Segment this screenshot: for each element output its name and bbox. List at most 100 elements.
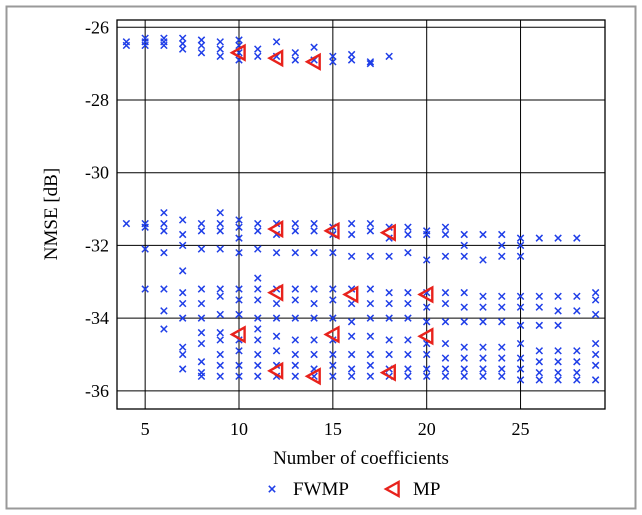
fwmp-point — [554, 234, 562, 242]
legend: FWMP MP — [268, 479, 440, 500]
fwmp-point — [178, 241, 187, 250]
fwmp-point — [141, 285, 149, 293]
fwmp-point — [160, 208, 168, 217]
fwmp-point — [385, 350, 393, 359]
fwmp-point — [197, 328, 206, 337]
fwmp-point — [422, 365, 431, 373]
fwmp-point — [573, 368, 581, 377]
fwmp-point — [441, 372, 450, 381]
fwmp-point — [291, 285, 300, 293]
fwmp-point — [254, 361, 262, 370]
fwmp-point — [347, 299, 356, 308]
fwmp-point — [141, 41, 149, 50]
fwmp-point — [347, 56, 356, 64]
fwmp-point — [197, 299, 206, 308]
fwmp-point — [197, 48, 206, 57]
plot-area-border — [116, 19, 606, 410]
fwmp-point — [178, 365, 187, 373]
fwmp-point — [498, 252, 506, 261]
fwmp-point — [366, 372, 375, 381]
fwmp-point — [422, 350, 431, 359]
fwmp-point — [347, 50, 356, 59]
fwmp-point — [178, 299, 187, 308]
fwmp-point — [291, 372, 300, 381]
fwmp-point — [347, 350, 356, 359]
fwmp-point — [197, 36, 206, 44]
legend-mp-triangle — [383, 479, 400, 499]
fwmp-point — [441, 299, 450, 308]
fwmp-point — [216, 45, 224, 53]
fwmp-point — [291, 227, 300, 235]
fwmp-point — [235, 347, 243, 355]
fwmp-point — [591, 339, 600, 348]
fwmp-point — [404, 314, 412, 322]
fwmp-point — [160, 219, 168, 228]
mp-series — [229, 43, 434, 386]
fwmp-point — [160, 248, 168, 257]
fwmp-point — [160, 307, 168, 315]
fwmp-point — [254, 274, 262, 282]
fwmp-point — [141, 223, 149, 231]
mp-point — [304, 367, 321, 386]
y-tick-label: -34 — [85, 308, 109, 328]
fwmp-point — [347, 372, 356, 381]
fwmp-point — [272, 332, 281, 341]
fwmp-point — [329, 58, 337, 66]
fwmp-point — [235, 36, 243, 44]
fwmp-point — [516, 292, 525, 301]
fwmp-point — [141, 245, 149, 253]
fwmp-point — [591, 310, 600, 319]
fwmp-point — [178, 45, 187, 53]
fwmp-point — [479, 318, 487, 326]
mp-point — [379, 363, 396, 382]
fwmp-point — [122, 219, 131, 228]
fwmp-point — [554, 368, 562, 377]
fwmp-point — [404, 350, 412, 359]
mp-point — [304, 52, 321, 71]
fwmp-point — [310, 299, 318, 308]
fwmp-point — [516, 252, 525, 261]
fwmp-point — [329, 296, 337, 304]
fwmp-point — [216, 350, 224, 359]
x-tick-label: 10 — [230, 419, 248, 439]
fwmp-point — [498, 230, 506, 239]
mp-point — [323, 325, 340, 344]
fwmp-point — [404, 230, 412, 239]
fwmp-point — [441, 223, 450, 231]
fwmp-point — [366, 227, 375, 235]
fwmp-point — [272, 314, 281, 322]
fwmp-point — [329, 361, 337, 370]
fwmp-point — [516, 365, 525, 373]
mp-point — [323, 221, 340, 240]
fwmp-point — [329, 314, 337, 322]
fwmp-point — [310, 219, 318, 228]
fwmp-point — [254, 372, 262, 381]
fwmp-point — [366, 285, 375, 293]
fwmp-point — [498, 343, 506, 351]
fwmp-point — [178, 314, 187, 322]
fwmp-point — [235, 361, 243, 370]
fwmp-point — [460, 318, 468, 326]
x-tick-label: 20 — [418, 419, 436, 439]
fwmp-point — [291, 219, 300, 228]
fwmp-point — [197, 314, 206, 322]
fwmp-point — [216, 245, 224, 253]
fwmp-point — [404, 248, 412, 257]
fwmp-point — [291, 350, 300, 359]
fwmp-point — [422, 230, 431, 239]
fwmp-point — [385, 252, 393, 261]
fwmp-point — [404, 336, 412, 344]
fwmp-point — [254, 285, 262, 293]
fwmp-point — [254, 227, 262, 235]
fwmp-point — [216, 372, 224, 381]
fwmp-point — [254, 219, 262, 228]
fwmp-point — [197, 285, 206, 293]
fwmp-point — [310, 43, 318, 51]
fwmp-point — [479, 230, 487, 239]
fwmp-point — [498, 354, 506, 362]
fwmp-point — [366, 332, 375, 341]
fwmp-point — [235, 216, 243, 224]
fwmp-point — [385, 288, 393, 297]
fwmp-point — [498, 303, 506, 311]
fwmp-point — [554, 358, 562, 366]
